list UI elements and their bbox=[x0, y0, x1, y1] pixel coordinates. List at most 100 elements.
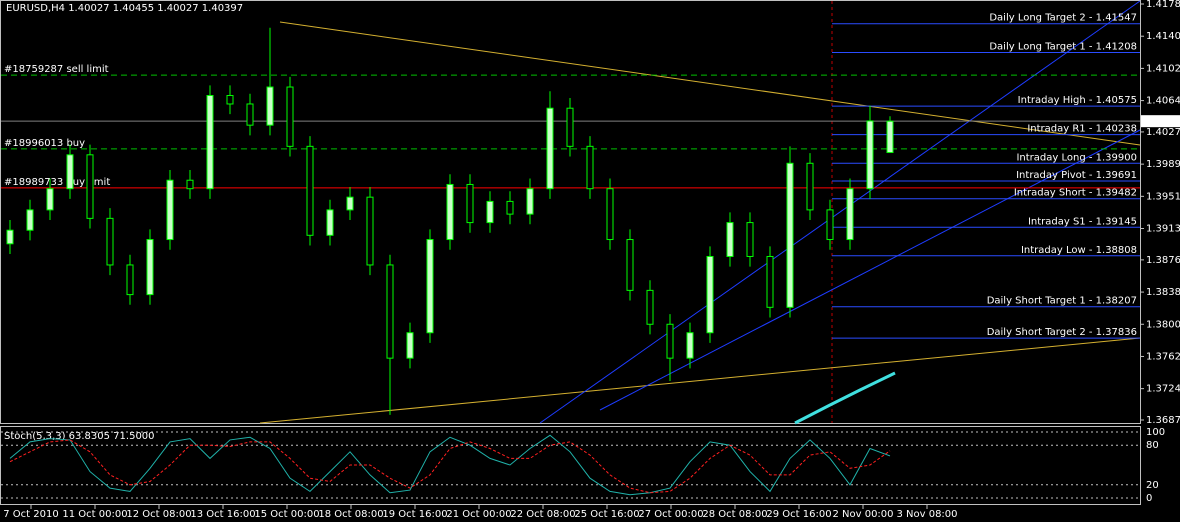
y-tick-label: 1.41780 bbox=[1146, 0, 1180, 10]
x-tick-label: 12 Oct 08:00 bbox=[126, 509, 191, 520]
candle-body bbox=[886, 120, 894, 154]
level-label: Daily Long Target 1 - 1.41208 bbox=[989, 41, 1137, 52]
level-label: Daily Short Target 2 - 1.37836 bbox=[987, 327, 1137, 338]
x-tick-label: 22 Oct 08:00 bbox=[510, 509, 575, 520]
x-tick-label: 18 Oct 08:00 bbox=[318, 509, 383, 520]
level-label: Intraday High - 1.40575 bbox=[1018, 95, 1137, 106]
y-tick-label: 1.38000 bbox=[1146, 319, 1180, 330]
stoch-tick-label: 0 bbox=[1146, 493, 1152, 504]
candle-body bbox=[726, 222, 734, 257]
current-price-label: 1.40397 bbox=[1144, 116, 1180, 127]
candle-body bbox=[266, 86, 274, 126]
level-label: Daily Long Target 2 - 1.41547 bbox=[989, 13, 1137, 24]
x-tick-label: 2 Nov 00:00 bbox=[832, 509, 893, 520]
stoch-line bbox=[9, 434, 891, 496]
candle-body bbox=[546, 107, 554, 190]
candle-body bbox=[126, 264, 134, 296]
level-label: Intraday Long - 1.39900 bbox=[1016, 152, 1137, 163]
order-label: #18759287 sell limit bbox=[4, 64, 109, 75]
order-label: #18996013 buy bbox=[4, 138, 85, 149]
x-tick-label: 27 Oct 00:00 bbox=[638, 509, 703, 520]
candle-body bbox=[586, 145, 594, 190]
level-label: Intraday Short - 1.39482 bbox=[1014, 188, 1137, 199]
candle-body bbox=[286, 86, 294, 147]
x-tick-label: 21 Oct 00:00 bbox=[446, 509, 511, 520]
candle-body bbox=[526, 188, 534, 215]
candle-body bbox=[666, 323, 674, 359]
channel-line bbox=[539, 0, 1141, 424]
stoch-tick-label: 20 bbox=[1146, 480, 1159, 491]
candle-body bbox=[366, 196, 374, 266]
candle-body bbox=[206, 95, 214, 190]
level-label: Intraday Pivot - 1.39691 bbox=[1016, 170, 1137, 181]
level-label: Intraday Low - 1.38808 bbox=[1021, 245, 1137, 256]
trend-line bbox=[259, 337, 1141, 424]
stoch-line bbox=[9, 439, 891, 494]
candle-body bbox=[626, 239, 634, 291]
stoch-tick-label: 80 bbox=[1146, 440, 1159, 451]
candle-body bbox=[806, 162, 814, 211]
x-tick-label: 25 Oct 16:00 bbox=[574, 509, 639, 520]
candle-body bbox=[446, 183, 454, 241]
candle-body bbox=[66, 154, 74, 190]
y-tick-label: 1.36870 bbox=[1146, 415, 1180, 426]
candle-body bbox=[306, 145, 314, 236]
x-tick-label: 19 Oct 16:00 bbox=[382, 509, 447, 520]
x-tick-label: 11 Oct 00:00 bbox=[62, 509, 127, 520]
candle-body bbox=[46, 188, 54, 211]
candle-body bbox=[706, 255, 714, 334]
x-tick-label: 29 Oct 16:00 bbox=[766, 509, 831, 520]
y-tick-label: 1.38760 bbox=[1146, 255, 1180, 266]
x-tick-label: 15 Oct 00:00 bbox=[254, 509, 319, 520]
candle-body bbox=[26, 209, 34, 231]
candle-body bbox=[826, 209, 834, 241]
candle-body bbox=[186, 179, 194, 190]
candle-body bbox=[86, 154, 94, 219]
candle-body bbox=[686, 332, 694, 359]
x-tick-label: 28 Oct 08:00 bbox=[702, 509, 767, 520]
level-label: Intraday S1 - 1.39145 bbox=[1028, 216, 1137, 227]
y-tick-label: 1.39510 bbox=[1146, 191, 1180, 202]
stoch-title: Stoch(5,3,3) 63.8305 71.5000 bbox=[4, 431, 155, 442]
candle-body bbox=[346, 196, 354, 211]
candle-body bbox=[246, 103, 254, 126]
y-tick-label: 1.41020 bbox=[1146, 63, 1180, 74]
y-tick-label: 1.37620 bbox=[1146, 351, 1180, 362]
candle-body bbox=[406, 332, 414, 359]
indicator-line bbox=[794, 371, 896, 425]
candle-body bbox=[6, 229, 14, 245]
chart-title: EURUSD,H4 1.40027 1.40455 1.40027 1.4039… bbox=[6, 3, 243, 14]
y-tick-label: 1.37240 bbox=[1146, 384, 1180, 395]
y-tick-label: 1.40640 bbox=[1146, 96, 1180, 107]
current-price-tag bbox=[1141, 115, 1180, 128]
candle-body bbox=[646, 289, 654, 325]
level-label: Intraday R1 - 1.40238 bbox=[1027, 124, 1137, 135]
candle-body bbox=[486, 200, 494, 224]
y-tick-label: 1.40270 bbox=[1146, 127, 1180, 138]
candle-body bbox=[846, 188, 854, 241]
candle-body bbox=[146, 239, 154, 296]
candle-body bbox=[106, 217, 114, 266]
candle-body bbox=[566, 107, 574, 147]
level-label: Daily Short Target 1 - 1.38207 bbox=[987, 296, 1137, 307]
trend-line bbox=[279, 21, 1141, 146]
y-tick-label: 1.41400 bbox=[1146, 31, 1180, 42]
candle-body bbox=[606, 188, 614, 241]
sub-frame bbox=[0, 426, 1141, 505]
candle-body bbox=[326, 209, 334, 236]
y-tick-label: 1.39130 bbox=[1146, 224, 1180, 235]
candle-body bbox=[426, 239, 434, 334]
candle-body bbox=[386, 264, 394, 359]
candle-body bbox=[226, 95, 234, 105]
candle-body bbox=[166, 179, 174, 241]
candle-body bbox=[746, 222, 754, 257]
order-label: #18989733 buy limit bbox=[4, 177, 110, 188]
stoch-tick-label: 100 bbox=[1146, 427, 1165, 438]
candle-body bbox=[506, 200, 514, 215]
candle-body bbox=[466, 183, 474, 224]
candle-body bbox=[786, 162, 794, 308]
x-tick-label: 3 Nov 08:00 bbox=[896, 509, 957, 520]
